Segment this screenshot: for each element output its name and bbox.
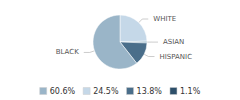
- svg-text:24.5%: 24.5%: [93, 87, 119, 96]
- svg-text:13.8%: 13.8%: [137, 87, 163, 96]
- svg-text:ASIAN: ASIAN: [163, 38, 184, 46]
- svg-text:1.1%: 1.1%: [180, 87, 201, 96]
- svg-text:HISPANIC: HISPANIC: [160, 53, 193, 61]
- svg-text:BLACK: BLACK: [56, 48, 79, 56]
- svg-text:WHITE: WHITE: [153, 15, 176, 23]
- svg-text:60.6%: 60.6%: [50, 87, 76, 96]
